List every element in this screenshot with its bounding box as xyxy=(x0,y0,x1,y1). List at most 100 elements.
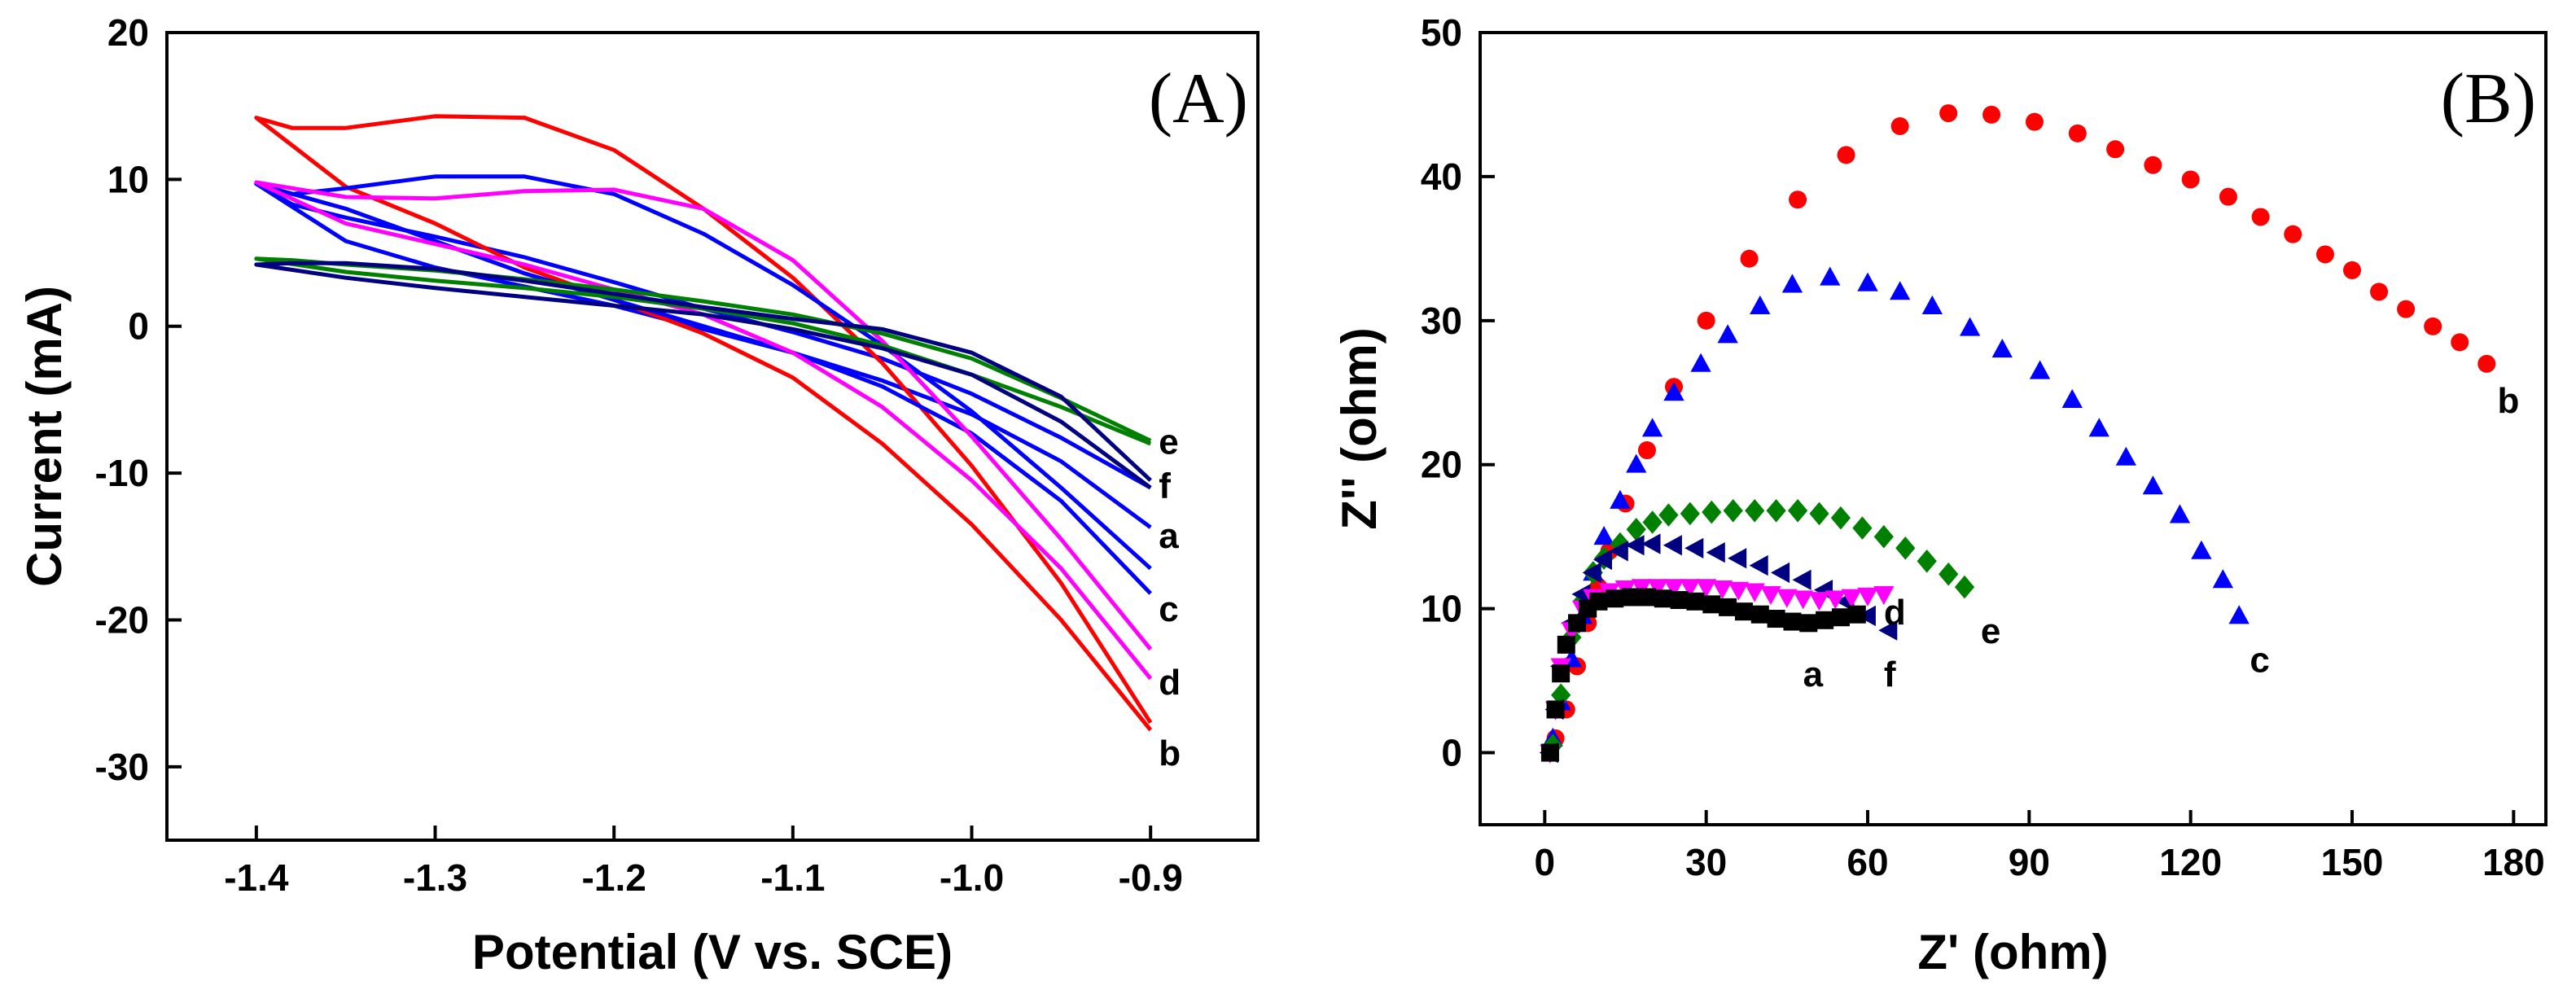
eis-point-c xyxy=(1921,295,1943,314)
eis-point-e xyxy=(1626,518,1646,541)
eis-point-e xyxy=(1658,503,1679,527)
panel-b-series xyxy=(1539,104,2496,764)
panel-b-x-axis-title: Z' (ohm) xyxy=(1917,925,2108,979)
eis-point-d xyxy=(1857,587,1878,607)
eis-point-b xyxy=(2284,225,2302,243)
eis-point-b xyxy=(2424,317,2442,335)
eis-point-a xyxy=(1637,588,1656,607)
eis-point-b xyxy=(1637,441,1656,460)
eis-point-c xyxy=(1991,339,2013,358)
panel-a-series xyxy=(254,114,1153,732)
eis-point-c xyxy=(2115,446,2136,466)
cv-curve-label-e: e xyxy=(1159,422,1178,462)
panel-a-y-tick-label: -20 xyxy=(95,598,149,641)
eis-point-f xyxy=(1641,533,1661,554)
eis-point-d xyxy=(1760,586,1781,606)
eis-point-a xyxy=(1799,614,1818,633)
eis-point-b xyxy=(2343,261,2361,279)
eis-point-e xyxy=(1745,499,1765,523)
panel-b-label: (B) xyxy=(2441,59,2536,138)
eis-point-b xyxy=(1740,249,1759,268)
eis-point-b xyxy=(1939,104,1958,123)
eis-point-c xyxy=(1690,353,1711,372)
eis-point-d xyxy=(1680,579,1701,598)
eis-point-a xyxy=(1686,592,1705,611)
panel-b-x-tick-label: 30 xyxy=(1685,841,1727,883)
panel-b-x-tick-label: 90 xyxy=(2009,841,2050,883)
panel-b-y-axis-title: Z'' (ohm) xyxy=(1332,327,1387,529)
panel-b-y-tick-label: 40 xyxy=(1421,155,1462,198)
cv-curve-b xyxy=(254,114,1153,732)
eis-series-b xyxy=(1546,104,2496,747)
eis-point-f xyxy=(1878,620,1898,641)
cv-curve-label-a: a xyxy=(1159,516,1179,556)
eis-point-e xyxy=(1809,502,1829,526)
eis-point-a xyxy=(1568,614,1586,633)
eis-series-f xyxy=(1539,533,1898,764)
eis-point-b xyxy=(2025,112,2044,131)
eis-point-b xyxy=(1890,116,1909,135)
eis-point-a xyxy=(1540,743,1559,762)
eis-point-f xyxy=(1856,605,1876,627)
eis-point-a xyxy=(1557,635,1575,654)
eis-point-f xyxy=(1771,562,1790,584)
eis-point-a xyxy=(1816,611,1834,629)
panel-b-curve-labels: a b c d e f xyxy=(1803,381,2520,694)
eis-series-label-b: b xyxy=(2498,381,2520,421)
eis-point-d xyxy=(1808,592,1830,611)
panel-b-frame xyxy=(1479,31,2548,826)
eis-point-b xyxy=(2219,187,2237,206)
eis-point-f xyxy=(1582,562,1601,584)
eis-point-e xyxy=(1917,550,1937,573)
eis-point-f xyxy=(1625,535,1645,556)
eis-point-f xyxy=(1728,548,1747,569)
eis-point-a xyxy=(1847,605,1866,624)
eis-point-f xyxy=(1706,542,1725,563)
eis-point-b xyxy=(2397,300,2416,318)
eis-point-a xyxy=(1654,589,1672,608)
eis-point-c xyxy=(1626,453,1647,473)
eis-point-b xyxy=(1789,191,1807,209)
eis-point-b xyxy=(1837,146,1855,164)
eis-point-d xyxy=(1711,580,1733,600)
eis-point-c xyxy=(1781,274,1803,293)
eis-point-c xyxy=(1610,489,1631,509)
panel-b-y-tick-label: 0 xyxy=(1441,732,1462,774)
panel-b-y-tick-label: 30 xyxy=(1421,300,1462,342)
eis-point-b xyxy=(2370,283,2389,301)
panel-a-x-tick-label: -1.3 xyxy=(403,856,467,899)
cv-curve-a xyxy=(254,182,1152,529)
eis-point-e xyxy=(1788,499,1808,523)
cv-curve-f xyxy=(254,261,1152,490)
eis-point-f xyxy=(1592,549,1612,571)
eis-point-d xyxy=(1728,581,1749,601)
eis-point-f xyxy=(1749,554,1768,576)
eis-series-label-a: a xyxy=(1803,655,1824,694)
eis-point-e xyxy=(1873,524,1894,549)
eis-point-c xyxy=(1890,281,1911,300)
eis-point-d xyxy=(1793,590,1814,610)
cv-curve-label-f: f xyxy=(1159,466,1171,506)
eis-series-label-f: f xyxy=(1884,655,1896,694)
panel-a-x-tick-label: -1.2 xyxy=(582,856,646,899)
eis-point-a xyxy=(1750,605,1769,624)
eis-point-a xyxy=(1831,608,1850,627)
eis-point-b xyxy=(2068,124,2087,142)
eis-point-c xyxy=(2191,540,2212,559)
eis-point-e xyxy=(1895,537,1916,560)
eis-point-a xyxy=(1552,664,1571,683)
eis-point-a xyxy=(1670,591,1689,610)
eis-point-b xyxy=(2106,140,2125,159)
panel-a-x-tick-label: -1.4 xyxy=(224,856,289,899)
eis-point-b xyxy=(2451,333,2469,352)
eis-point-b xyxy=(1697,311,1715,330)
eis-point-c xyxy=(2142,475,2163,495)
panel-b-x-tick-label: 0 xyxy=(1535,841,1556,883)
panel-a-x-tick-label: -0.9 xyxy=(1119,856,1183,899)
eis-point-b xyxy=(2477,354,2496,373)
eis-point-c xyxy=(2212,569,2233,589)
eis-point-d xyxy=(1744,583,1765,602)
cv-curve-label-b: b xyxy=(1159,734,1181,773)
